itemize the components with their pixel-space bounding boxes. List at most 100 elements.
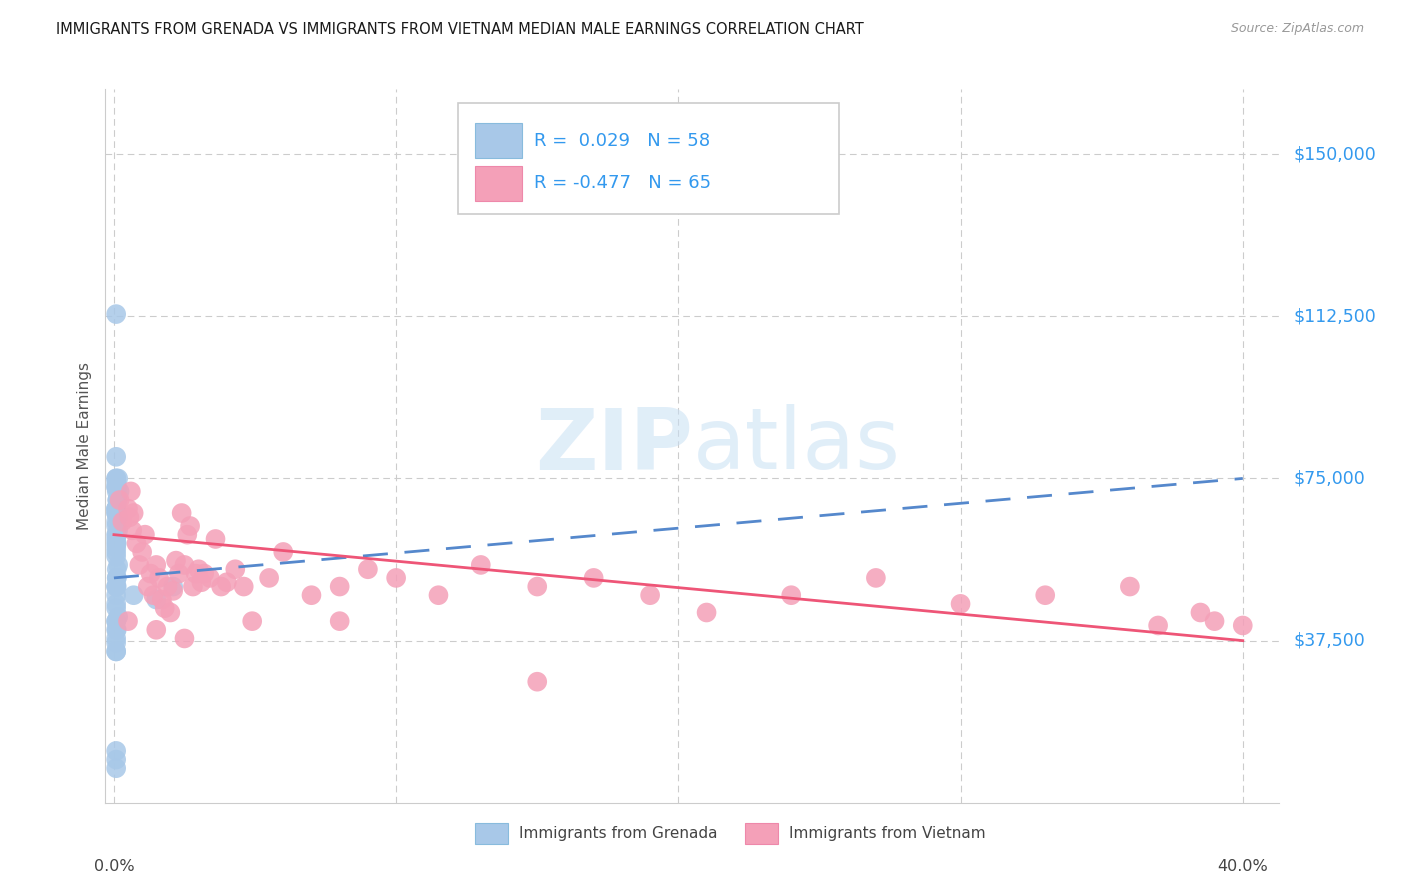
- Text: 40.0%: 40.0%: [1218, 859, 1268, 874]
- Point: [122, 588, 145, 602]
- Point: [1204, 614, 1226, 628]
- Point: [329, 614, 352, 628]
- Text: Immigrants from Vietnam: Immigrants from Vietnam: [789, 826, 986, 841]
- Point: [105, 527, 128, 541]
- Point: [526, 674, 548, 689]
- Point: [167, 566, 190, 581]
- Point: [170, 506, 193, 520]
- Point: [108, 484, 131, 499]
- Point: [209, 580, 232, 594]
- Point: [105, 501, 128, 516]
- Point: [105, 471, 128, 485]
- Point: [117, 614, 139, 628]
- Point: [105, 545, 128, 559]
- Point: [121, 524, 143, 538]
- Point: [105, 475, 128, 490]
- Point: [150, 592, 173, 607]
- Point: [145, 592, 167, 607]
- Point: [105, 644, 128, 658]
- FancyBboxPatch shape: [457, 103, 839, 214]
- Point: [105, 307, 128, 321]
- Point: [118, 510, 141, 524]
- Point: [329, 580, 352, 594]
- Point: [105, 761, 128, 775]
- Point: [162, 583, 184, 598]
- Point: [105, 536, 128, 550]
- Point: [111, 515, 134, 529]
- Point: [125, 536, 148, 550]
- Point: [105, 614, 128, 628]
- Point: [179, 519, 201, 533]
- Point: [427, 588, 450, 602]
- Point: [165, 553, 187, 567]
- Point: [865, 571, 887, 585]
- Point: [105, 541, 128, 555]
- Point: [145, 558, 167, 572]
- Text: R =  0.029   N = 58: R = 0.029 N = 58: [534, 132, 710, 150]
- Point: [105, 571, 128, 585]
- Point: [105, 471, 128, 485]
- Point: [105, 506, 128, 520]
- Text: Source: ZipAtlas.com: Source: ZipAtlas.com: [1230, 22, 1364, 36]
- Point: [105, 549, 128, 564]
- Point: [105, 527, 128, 541]
- Point: [105, 580, 128, 594]
- Point: [105, 644, 128, 658]
- Point: [187, 562, 209, 576]
- Point: [107, 471, 129, 485]
- Point: [105, 493, 128, 508]
- Point: [173, 558, 195, 572]
- Point: [105, 636, 128, 650]
- Point: [240, 614, 263, 628]
- Point: [117, 501, 139, 516]
- Point: [134, 527, 156, 541]
- Point: [582, 571, 605, 585]
- Point: [198, 571, 221, 585]
- Point: [696, 606, 718, 620]
- Point: [145, 623, 167, 637]
- Point: [107, 510, 129, 524]
- Point: [120, 484, 142, 499]
- Point: [204, 532, 226, 546]
- Point: [257, 571, 280, 585]
- Point: [780, 588, 803, 602]
- Point: [105, 562, 128, 576]
- Point: [1119, 580, 1142, 594]
- Point: [108, 493, 131, 508]
- Point: [173, 632, 195, 646]
- Point: [105, 744, 128, 758]
- Point: [385, 571, 408, 585]
- Point: [107, 524, 129, 538]
- Point: [105, 506, 128, 520]
- Point: [105, 580, 128, 594]
- Text: atlas: atlas: [692, 404, 900, 488]
- Point: [215, 575, 238, 590]
- Point: [105, 519, 128, 533]
- Point: [105, 506, 128, 520]
- Point: [142, 588, 165, 602]
- Point: [190, 575, 212, 590]
- Point: [105, 632, 128, 646]
- Point: [105, 493, 128, 508]
- Point: [105, 506, 128, 520]
- Point: [224, 562, 246, 576]
- Text: IMMIGRANTS FROM GRENADA VS IMMIGRANTS FROM VIETNAM MEDIAN MALE EARNINGS CORRELAT: IMMIGRANTS FROM GRENADA VS IMMIGRANTS FR…: [56, 22, 865, 37]
- Point: [105, 614, 128, 628]
- Y-axis label: Median Male Earnings: Median Male Earnings: [77, 362, 93, 530]
- Point: [105, 527, 128, 541]
- Point: [105, 601, 128, 615]
- Point: [105, 480, 128, 494]
- Bar: [475, 123, 522, 159]
- Point: [156, 580, 179, 594]
- Point: [193, 566, 215, 581]
- Text: 0.0%: 0.0%: [94, 859, 134, 874]
- Point: [105, 536, 128, 550]
- Point: [105, 532, 128, 546]
- Point: [181, 580, 204, 594]
- Point: [105, 753, 128, 767]
- Point: [131, 545, 153, 559]
- Text: $150,000: $150,000: [1294, 145, 1376, 163]
- Point: [1147, 618, 1170, 632]
- Point: [638, 588, 661, 602]
- Point: [526, 580, 548, 594]
